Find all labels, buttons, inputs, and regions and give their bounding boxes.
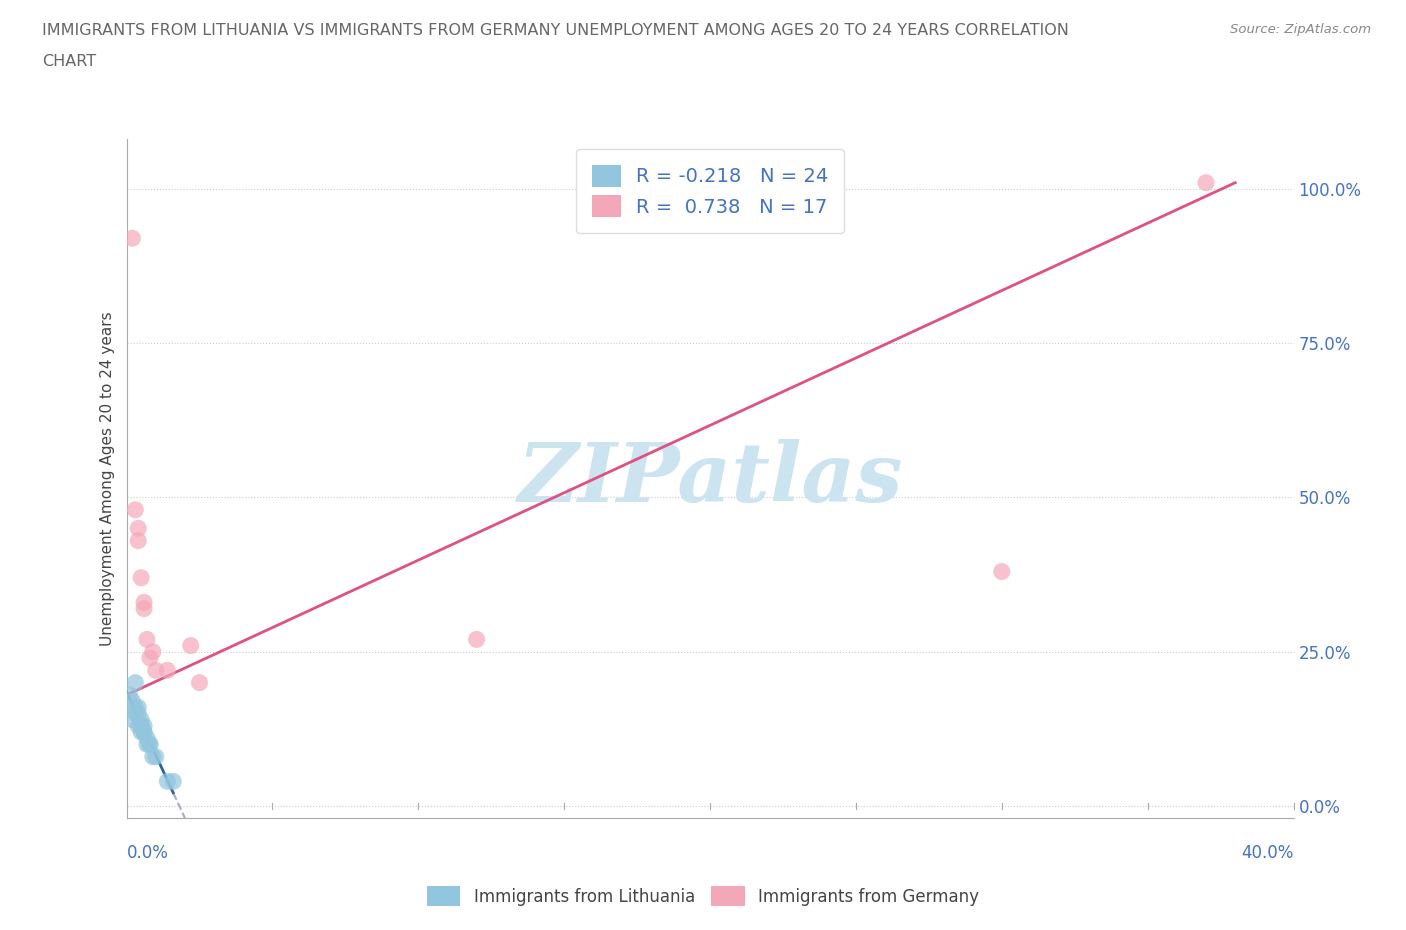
Text: ZIPatlas: ZIPatlas [517,439,903,519]
Point [139,737,162,751]
Point [188,675,211,690]
Point [132,718,155,733]
Point [132,601,155,616]
Point [142,644,165,659]
Text: Source: ZipAtlas.com: Source: ZipAtlas.com [1230,23,1371,36]
Point [180,638,202,653]
Point [127,718,149,733]
Point [136,737,159,751]
Point [132,724,155,739]
Y-axis label: Unemployment Among Ages 20 to 24 years: Unemployment Among Ages 20 to 24 years [100,312,115,646]
Point [121,694,143,709]
Point [1195,175,1218,190]
Point [129,718,152,733]
Point [132,595,155,610]
Point [156,663,179,678]
Point [124,675,146,690]
Text: 0.0%: 0.0% [127,844,169,862]
Point [127,706,149,721]
Point [124,706,146,721]
Point [121,712,143,727]
Legend: Immigrants from Lithuania, Immigrants from Germany: Immigrants from Lithuania, Immigrants fr… [420,880,986,912]
Point [142,750,165,764]
Point [121,231,143,246]
Point [129,570,152,585]
Point [129,712,152,727]
Point [132,724,155,739]
Point [465,632,488,647]
Point [145,750,167,764]
Text: IMMIGRANTS FROM LITHUANIA VS IMMIGRANTS FROM GERMANY UNEMPLOYMENT AMONG AGES 20 : IMMIGRANTS FROM LITHUANIA VS IMMIGRANTS … [42,23,1069,38]
Point [124,700,146,715]
Text: 40.0%: 40.0% [1241,844,1294,862]
Point [990,565,1012,579]
Point [136,632,159,647]
Point [129,718,152,733]
Legend: R = -0.218   N = 24, R =  0.738   N = 17: R = -0.218 N = 24, R = 0.738 N = 17 [576,149,844,233]
Point [136,731,159,746]
Point [127,700,149,715]
Point [162,774,184,789]
Point [127,521,149,536]
Point [127,533,149,548]
Point [118,687,141,702]
Point [139,737,162,751]
Point [129,724,152,739]
Point [139,650,162,665]
Point [124,502,146,517]
Point [145,663,167,678]
Text: CHART: CHART [42,54,96,69]
Point [156,774,179,789]
